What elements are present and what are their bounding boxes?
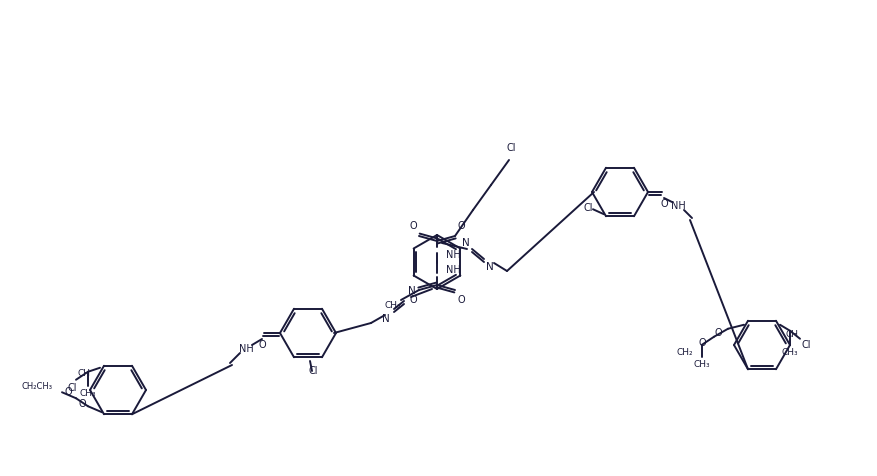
Text: O: O (660, 199, 667, 209)
Text: N: N (486, 262, 494, 272)
Text: CH₃: CH₃ (80, 389, 96, 398)
Text: NH: NH (671, 201, 685, 211)
Text: CH₃: CH₃ (385, 301, 402, 310)
Text: CH₃: CH₃ (694, 360, 710, 369)
Text: N: N (462, 238, 470, 248)
Text: O: O (457, 295, 465, 305)
Text: CH₂CH₃: CH₂CH₃ (21, 382, 52, 391)
Text: NH: NH (446, 250, 460, 260)
Text: O: O (698, 338, 706, 348)
Text: NH: NH (446, 265, 460, 275)
Text: O: O (714, 328, 722, 338)
Text: O: O (410, 295, 417, 305)
Text: O: O (410, 221, 417, 231)
Text: O: O (64, 387, 72, 397)
Text: CH: CH (786, 330, 798, 339)
Text: O: O (78, 399, 86, 409)
Text: Cl: Cl (802, 340, 810, 350)
Text: O: O (457, 221, 465, 231)
Text: Cl: Cl (583, 203, 593, 213)
Text: N: N (408, 286, 416, 296)
Text: N: N (382, 314, 390, 324)
Text: Cl: Cl (506, 143, 516, 153)
Text: CH: CH (77, 369, 90, 378)
Text: O: O (258, 340, 266, 350)
Text: Cl: Cl (308, 366, 317, 376)
Text: CH₂: CH₂ (676, 348, 693, 357)
Text: Cl: Cl (68, 383, 77, 393)
Text: NH: NH (239, 344, 253, 354)
Text: CH₃: CH₃ (781, 348, 798, 357)
